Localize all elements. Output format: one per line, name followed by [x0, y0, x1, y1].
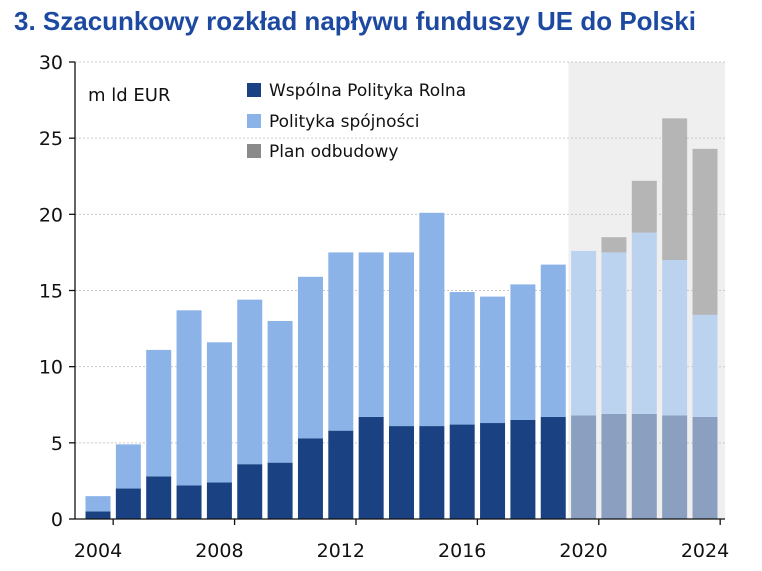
legend-swatch	[247, 114, 261, 128]
x-tick-label: 2004	[74, 540, 122, 562]
bar-wpr-2009	[237, 464, 263, 519]
bar-wpr-2015	[419, 426, 445, 519]
x-tick-label: 2016	[438, 540, 486, 562]
y-tick-label: 15	[39, 281, 63, 303]
legend-label: Wspólna Polityka Rolna	[269, 81, 466, 101]
bar-wpr-2016	[449, 424, 475, 519]
bar-wpr-2006	[146, 476, 172, 519]
legend-label: Polityka spójności	[269, 112, 419, 132]
bar-wpr-2007	[176, 485, 202, 519]
bar-wpr-2013	[358, 416, 384, 519]
legend-swatch	[247, 83, 261, 97]
bar-spojnosc-2005	[115, 444, 141, 489]
bar-spojnosc-2015	[419, 212, 445, 427]
bar-wpr-2008	[206, 482, 232, 519]
unit-label: m ld EUR	[88, 85, 170, 106]
bar-spojnosc-2010	[267, 320, 293, 463]
x-tick-label: 2012	[317, 540, 365, 562]
bar-spojnosc-2019	[540, 264, 566, 417]
bar-spojnosc-2016	[449, 292, 475, 425]
x-tick-label: 2020	[559, 540, 607, 562]
bar-wpr-2017	[480, 423, 506, 519]
bar-spojnosc-2013	[358, 252, 384, 417]
bar-spojnosc-2008	[206, 342, 232, 483]
bar-wpr-2011	[297, 438, 323, 519]
y-tick-label: 10	[39, 357, 63, 379]
y-tick-label: 20	[39, 204, 63, 226]
bar-spojnosc-2017	[480, 296, 506, 424]
bar-wpr-2014	[389, 426, 414, 519]
x-tick-label: 2008	[195, 540, 243, 562]
bar-spojnosc-2011	[297, 276, 323, 439]
bar-wpr-2023	[662, 415, 688, 519]
bar-spojnosc-2021	[601, 252, 627, 414]
bar-odbudowa-2023	[662, 118, 688, 261]
bar-odbudowa-2021	[601, 237, 627, 253]
bar-wpr-2010	[267, 462, 293, 519]
bar-wpr-2021	[601, 413, 627, 519]
legend-label: Plan odbudowy	[269, 142, 398, 162]
bar-spojnosc-2007	[176, 310, 202, 486]
bar-odbudowa-2022	[631, 180, 657, 233]
bar-wpr-2018	[510, 419, 536, 519]
chart-title: 3. Szacunkowy rozkład napływu funduszy U…	[14, 6, 696, 36]
x-tick-label: 2024	[681, 540, 729, 562]
bar-spojnosc-2014	[389, 252, 414, 427]
bar-spojnosc-2023	[662, 260, 688, 416]
bar-wpr-2019	[540, 416, 566, 519]
bar-wpr-2020	[571, 415, 597, 519]
legend-swatch	[247, 144, 261, 158]
y-tick-label: 0	[51, 509, 63, 531]
bar-spojnosc-2018	[510, 284, 536, 420]
y-tick-label: 5	[51, 433, 63, 455]
bar-wpr-2022	[631, 413, 657, 519]
bar-spojnosc-2020	[571, 250, 597, 416]
bar-wpr-2012	[328, 430, 354, 519]
bar-spojnosc-2004	[85, 496, 111, 512]
bar-spojnosc-2006	[146, 349, 172, 477]
bar-spojnosc-2009	[237, 299, 263, 465]
bar-spojnosc-2022	[631, 232, 657, 414]
bar-wpr-2004	[85, 511, 111, 519]
bar-wpr-2005	[115, 488, 141, 519]
y-tick-label: 25	[39, 128, 63, 150]
bar-spojnosc-2012	[328, 252, 354, 431]
bar-spojnosc-2024	[692, 314, 718, 417]
bar-wpr-2024	[692, 416, 718, 519]
bar-odbudowa-2024	[692, 148, 718, 315]
y-tick-label: 30	[39, 52, 63, 74]
